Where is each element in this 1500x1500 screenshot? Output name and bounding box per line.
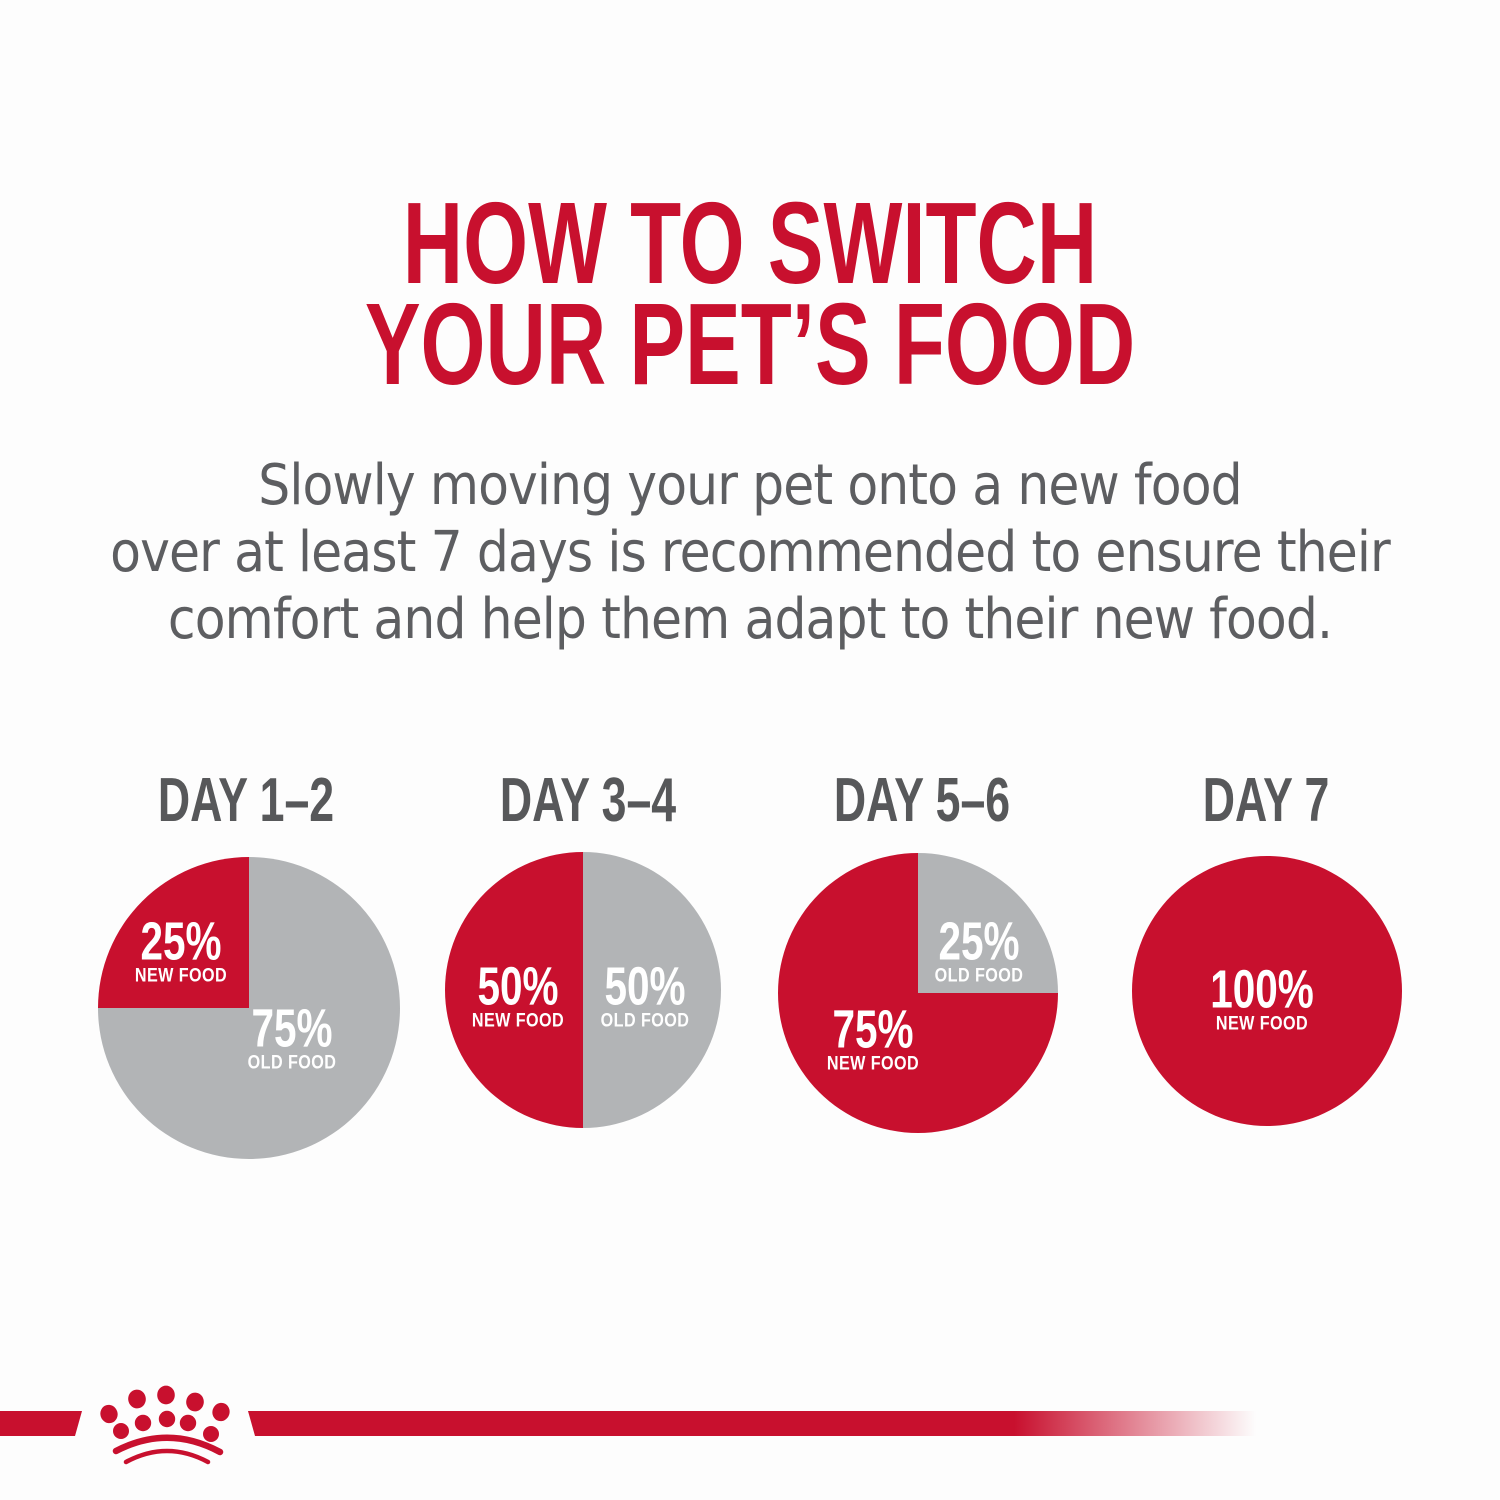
pie-chart-day-5-6: 25% OLD FOOD 75% NEW FOOD — [778, 853, 1058, 1133]
percentage-value: 75% — [832, 999, 914, 1060]
day-3-4-label: DAY 3–4 — [499, 766, 677, 835]
title-line-1: HOW TO SWITCH — [402, 178, 1098, 308]
royal-canin-crown-paw-logo-icon — [100, 1385, 230, 1465]
subtitle-line-1: Slowly moving your pet onto a new food — [258, 453, 1242, 518]
subtitle-line-3: comfort and help them adapt to their new… — [167, 587, 1333, 652]
percentage-value: 50% — [604, 956, 686, 1017]
slice-label-new-food: 100% NEW FOOD — [1193, 959, 1331, 1035]
footer-bar-right — [248, 1411, 1258, 1436]
slice-name: NEW FOOD — [134, 965, 228, 987]
slice-name: NEW FOOD — [471, 1010, 565, 1032]
percentage-value: 50% — [477, 956, 559, 1017]
page-title: HOW TO SWITCH YOUR PET’S FOOD — [210, 178, 1290, 409]
pie-chart-day-1-2: 25% NEW FOOD 75% OLD FOOD — [98, 857, 400, 1159]
slice-name: OLD FOOD — [247, 1052, 337, 1074]
slice-label-old-food: 75% OLD FOOD — [238, 998, 346, 1074]
pie-chart-day-7: 100% NEW FOOD — [1132, 856, 1402, 1126]
subtitle: Slowly moving your pet onto a new food o… — [75, 452, 1425, 653]
slice-label-new-food: 25% NEW FOOD — [127, 911, 236, 987]
footer-bar-left — [0, 1411, 82, 1436]
percentage-value: 75% — [251, 998, 333, 1059]
percentage-value: 25% — [938, 911, 1020, 972]
slice-label-old-food: 50% OLD FOOD — [591, 956, 699, 1032]
percentage-value: 100% — [1210, 959, 1314, 1020]
day-5-6-label: DAY 5–6 — [833, 766, 1011, 835]
percentage-value: 25% — [140, 911, 222, 972]
day-1-2-label: DAY 1–2 — [157, 766, 335, 835]
pie-chart-day-3-4: 50% NEW FOOD 50% OLD FOOD — [445, 852, 721, 1128]
slice-name: NEW FOOD — [1215, 1013, 1309, 1035]
slice-name: NEW FOOD — [826, 1053, 920, 1075]
day-7-label: DAY 7 — [1202, 766, 1330, 835]
slice-label-new-food: 50% NEW FOOD — [464, 956, 573, 1032]
title-line-2: YOUR PET’S FOOD — [364, 279, 1136, 409]
subtitle-line-2: over at least 7 days is recommended to e… — [110, 520, 1391, 585]
slice-label-old-food: 25% OLD FOOD — [925, 911, 1033, 987]
slice-name: OLD FOOD — [934, 965, 1024, 987]
slice-label-new-food: 75% NEW FOOD — [819, 999, 928, 1075]
slice-name: OLD FOOD — [600, 1010, 690, 1032]
